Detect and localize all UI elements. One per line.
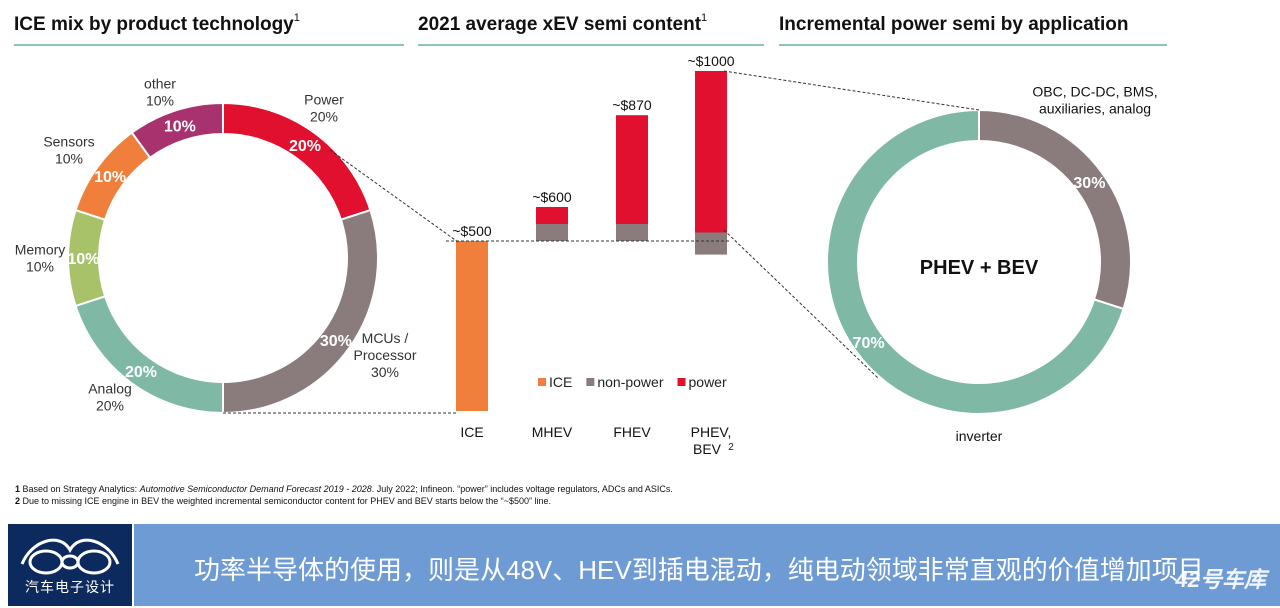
ice-slice-value: 20%: [125, 364, 157, 381]
connector-line: [723, 70, 980, 111]
bar-category-sup: 2: [728, 442, 734, 453]
bar-value-label: ~$1000: [687, 53, 734, 69]
ice-slice-other: [130, 101, 224, 160]
ice-slice-label: Power: [304, 92, 344, 108]
xev-content-title: 2021 average xEV semi content1: [418, 12, 708, 35]
ice-slice-label: 20%: [310, 109, 338, 125]
bar-category-label: BEV: [693, 441, 722, 457]
caption-banner: 汽车电子设计 功率半导体的使用，则是从48V、HEV到插电混动，纯电动领域非常直…: [8, 524, 1280, 606]
bar-fhev-non-power: [616, 224, 648, 241]
ice-mix-title: ICE mix by product technology1: [14, 12, 300, 35]
ice-slice-value: 30%: [320, 333, 352, 350]
ice-title-rule: [14, 44, 404, 46]
bar-phev-bev-power: [695, 71, 727, 233]
incr-slice-label: inverter: [956, 428, 1003, 444]
legend-swatch-non-power: [586, 378, 595, 386]
connector-line: [723, 229, 879, 379]
incremental-title-rule: [779, 44, 1167, 46]
ice-slice-label: Memory: [15, 242, 66, 258]
watermark-text: 42号车库: [1175, 567, 1266, 592]
incr-slice-obc-dc-dc-bms-auxiliaries-analog: [978, 108, 1132, 311]
logo-text: 汽车电子设计: [25, 579, 115, 595]
donut-center-label: PHEV + BEV: [920, 257, 1039, 279]
ice-slice-value: 10%: [67, 251, 99, 268]
connector-line: [329, 149, 459, 243]
incremental-title: Incremental power semi by application: [779, 14, 1129, 35]
caption-text: 功率半导体的使用，则是从48V、HEV到插电混动，纯电动领域非常直观的价值增加项…: [194, 555, 1204, 585]
bar-mhev-power: [536, 207, 568, 224]
bar-category-label: FHEV: [613, 424, 651, 440]
footnote-1: 1 Based on Strategy Analytics: Automotiv…: [15, 484, 673, 494]
incremental-donut: 30% OBC, DC-DC, BMS,auxiliaries, analog 70…: [826, 84, 1158, 444]
ice-slice-label: 10%: [26, 259, 54, 275]
bar-ice-ice: [456, 241, 488, 411]
incr-slice-value: 70%: [853, 335, 885, 352]
incr-slice-inverter: [826, 108, 1125, 415]
incr-slice-label: auxiliaries, analog: [1039, 101, 1151, 117]
xev-title-rule: [418, 44, 764, 46]
ice-slice-label: 10%: [55, 151, 83, 167]
ice-slice-label: Processor: [353, 347, 416, 363]
legend-label-non-power: non-power: [597, 374, 663, 390]
bar-value-label: ~$870: [612, 97, 652, 113]
caption-box: 功率半导体的使用，则是从48V、HEV到插电混动，纯电动领域非常直观的价值增加项…: [134, 524, 1280, 606]
ice-slice-label: Analog: [88, 381, 132, 397]
brand-logo: 汽车电子设计: [8, 524, 132, 606]
car-logo-icon: [20, 538, 120, 575]
ice-slice-label: 20%: [96, 398, 124, 414]
legend-label-ice: ICE: [549, 374, 572, 390]
xev-bar-chart: ~$500 ICE ~$600 MHEV ~$870 FHEV ~$1000 PHEV,BEV…: [446, 53, 735, 457]
ice-slice-value: 10%: [94, 169, 126, 186]
bar-value-label: ~$500: [452, 223, 492, 239]
bar-mhev-non-power: [536, 224, 568, 241]
footnotes: 1 Based on Strategy Analytics: Automotiv…: [15, 483, 673, 507]
legend-swatch-power: [677, 378, 686, 386]
bar-phev-bev-non-power: [695, 232, 727, 255]
bar-value-label: ~$600: [532, 189, 572, 205]
ice-slice-power: [222, 101, 372, 221]
legend-swatch-ice: [538, 378, 546, 386]
footnote-2: 2 Due to missing ICE engine in BEV the w…: [15, 496, 552, 506]
ice-slice-value: 10%: [164, 118, 196, 135]
incr-slice-value: 30%: [1073, 175, 1105, 192]
bar-category-label: PHEV,: [691, 424, 732, 440]
bar-category-label: MHEV: [532, 424, 573, 440]
ice-slice-label: other: [144, 76, 176, 92]
incr-slice-label: OBC, DC-DC, BMS,: [1032, 84, 1157, 100]
ice-slice-mcus-processor: [222, 208, 379, 415]
ice-slice-value: 20%: [289, 138, 321, 155]
ice-slice-label: MCUs /: [362, 330, 409, 346]
ice-slice-label: Sensors: [43, 134, 94, 150]
legend-label-power: power: [689, 374, 727, 390]
ice-slice-label: 10%: [146, 93, 174, 109]
bar-category-label: ICE: [460, 424, 483, 440]
ice-slice-label: 30%: [371, 364, 399, 380]
bar-fhev-power: [616, 115, 648, 224]
connector-lines: [223, 70, 980, 414]
